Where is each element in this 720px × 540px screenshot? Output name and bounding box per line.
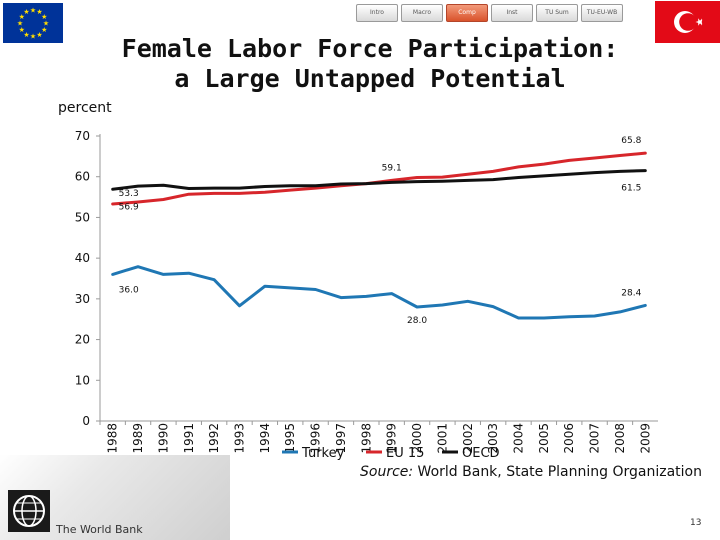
y-tick-label: 0	[82, 414, 90, 428]
x-tick-label: 2008	[613, 423, 627, 454]
world-bank-logo	[8, 490, 50, 532]
eu-star-icon: ★	[30, 33, 36, 41]
y-tick-label: 10	[75, 373, 90, 387]
legend-label-turkey: Turkey	[301, 446, 345, 461]
nav-tab-comp[interactable]: Comp	[446, 4, 488, 22]
x-tick-label: 1989	[131, 423, 145, 454]
page-number: 13	[690, 518, 702, 528]
data-label: 65.8	[621, 136, 641, 146]
y-unit-label: percent	[58, 100, 112, 116]
x-tick-label: 1997	[334, 423, 348, 454]
nav-tab-intro[interactable]: Intro	[356, 4, 398, 22]
eu-stars-icon: ★★★★★★★★★ ★ ★★	[17, 7, 49, 41]
x-tick-label: 2003	[486, 423, 500, 454]
x-tick-label: 2007	[588, 423, 602, 454]
y-tick-label: 70	[75, 129, 90, 143]
source-text: World Bank, State Planning Organization	[413, 464, 702, 480]
y-tick-label: 40	[75, 251, 90, 265]
x-tick-label: 1990	[156, 423, 170, 454]
eu-star-icon: ★	[41, 26, 47, 34]
x-tick-label: 1992	[207, 423, 221, 454]
nav-tab-inst[interactable]: Inst	[491, 4, 533, 22]
data-label: 28.4	[621, 288, 641, 298]
series-line-eu15	[111, 151, 647, 206]
x-tick-label: 1988	[106, 423, 120, 454]
x-tick-label: 1996	[309, 423, 323, 454]
y-tick-label: 60	[75, 170, 90, 184]
eu-star-icon: ★	[19, 13, 25, 21]
globe-icon	[13, 495, 45, 527]
title-line-1: Female Labor Force Participation:	[121, 34, 619, 63]
x-tick-label: 1991	[182, 423, 196, 454]
crescent-star-icon	[674, 11, 703, 33]
source-note: Source: World Bank, State Planning Organ…	[360, 464, 702, 480]
x-tick-label: 1998	[359, 423, 373, 454]
eu-star-icon: ★	[23, 31, 29, 39]
data-label: 28.0	[407, 316, 427, 326]
data-label: 56.9	[119, 202, 139, 212]
data-label: 61.5	[621, 184, 641, 194]
nav-tab-tu-sum[interactable]: TU Sum	[536, 4, 578, 22]
nav-tab-macro[interactable]: Macro	[401, 4, 443, 22]
x-tick-label: 1995	[283, 423, 297, 454]
x-tick-label: 2009	[638, 423, 652, 454]
x-tick-label: 2001	[435, 423, 449, 454]
eu-star-icon: ★	[41, 13, 47, 21]
x-tick-label: 1993	[233, 423, 247, 454]
series-line-oecd	[111, 169, 647, 191]
x-tick-label: 2004	[512, 423, 526, 454]
eu-star-icon: ★	[19, 26, 25, 34]
x-tick-label: 2000	[410, 423, 424, 454]
nav-tab-tu-eu-wb[interactable]: TU-EU-WB	[581, 4, 623, 22]
x-tick-label: 2005	[537, 423, 551, 454]
eu-flag-logo: ★ ★ ★ ★ ★ ★ ★ ★ ★ ★ ★ ★	[3, 3, 63, 43]
data-label: 53.3	[119, 189, 139, 199]
y-tick-label: 20	[75, 333, 90, 347]
page-title: Female Labor Force Participation: a Larg…	[100, 34, 640, 94]
turkey-flag-logo	[655, 1, 720, 43]
y-tick-label: 50	[75, 210, 90, 224]
legend-label-eu15: EU 15	[386, 446, 424, 461]
series-line-turkey	[111, 265, 647, 320]
x-tick-label: 1999	[385, 423, 399, 454]
eu-star-icon: ★	[36, 31, 42, 39]
eu-star-icon: ★	[36, 8, 42, 16]
source-label: Source:	[360, 464, 414, 480]
data-label: 36.0	[119, 285, 139, 295]
legend-label-oecd: OECD	[462, 446, 500, 461]
x-tick-label: 1994	[258, 423, 272, 454]
data-label: 59.1	[382, 163, 402, 173]
y-tick-label: 30	[75, 292, 90, 306]
title-line-2: a Large Untapped Potential	[174, 64, 566, 93]
world-bank-wordmark: The World Bank	[56, 523, 143, 536]
x-tick-label: 2002	[461, 423, 475, 454]
eu-star-icon: ★	[43, 20, 49, 28]
eu-star-icon: ★	[23, 8, 29, 16]
x-tick-label: 2006	[562, 423, 576, 454]
section-nav: Intro Macro Comp Inst TU Sum TU-EU-WB	[356, 4, 623, 22]
eu-star-icon: ★	[30, 7, 36, 15]
eu-star-icon: ★	[17, 20, 23, 28]
